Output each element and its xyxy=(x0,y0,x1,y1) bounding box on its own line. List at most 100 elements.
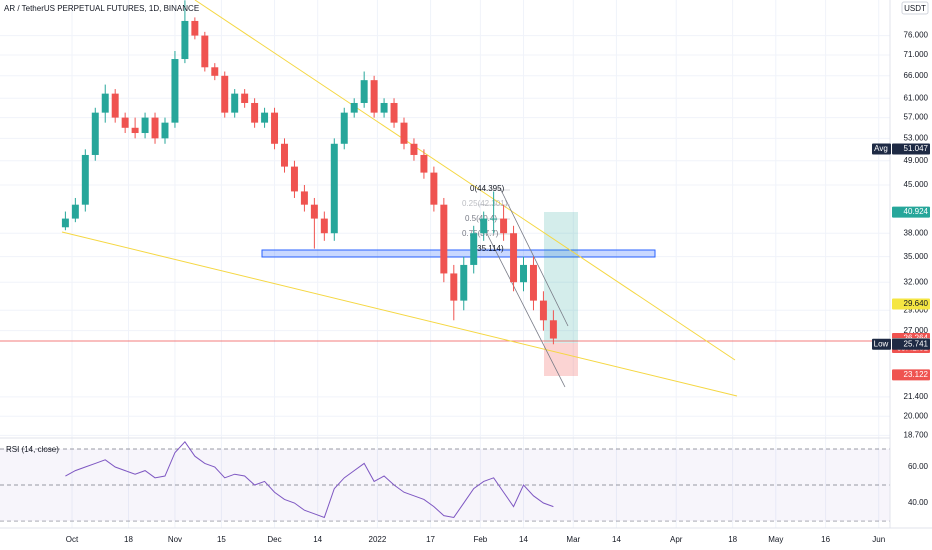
price-badge-label: 25.741 xyxy=(904,339,929,348)
target-zone xyxy=(544,212,578,343)
axes: 76.000 71.000 66.000 61.000 57.000 53.000 49.0… xyxy=(66,31,930,544)
candle-body xyxy=(231,93,239,113)
x-tick-label: Mar xyxy=(566,535,580,544)
y-tick-label: 57.000 xyxy=(904,113,929,122)
chart-title: AR / TetherUS PERPETUAL FUTURES, 1D, BIN… xyxy=(4,4,199,13)
y-tick-label: 21.400 xyxy=(904,392,929,401)
y-tick-label: 29.000 xyxy=(904,305,929,314)
y-tick-label: 35.000 xyxy=(904,252,929,261)
candle-body xyxy=(470,233,478,265)
candle-body xyxy=(440,204,448,274)
x-tick-label: 16 xyxy=(821,535,830,544)
y-tick-label: 49.000 xyxy=(904,156,929,165)
candle-body xyxy=(241,93,249,103)
price-axis xyxy=(890,0,932,550)
candle-body xyxy=(520,264,527,283)
fib-label: 0(44.395) xyxy=(470,184,505,193)
candle-body xyxy=(281,143,288,167)
candle-body xyxy=(131,127,139,134)
candle-body xyxy=(121,117,129,128)
candle-body xyxy=(380,102,388,113)
x-tick-label: 14 xyxy=(313,535,322,544)
x-tick-label: Feb xyxy=(473,535,487,544)
candle-body xyxy=(510,233,518,283)
candle-body xyxy=(390,102,398,123)
x-tick-label: Dec xyxy=(267,535,281,544)
candle-body xyxy=(529,264,537,301)
rsi-tick-label: 60.00 xyxy=(908,462,929,471)
currency-badge[interactable] xyxy=(901,1,929,15)
y-tick-label: 18.700 xyxy=(904,430,929,439)
candle-body xyxy=(201,35,209,68)
candle-body xyxy=(211,67,219,76)
price-badge-tag xyxy=(872,143,891,155)
candle-body xyxy=(549,320,557,339)
y-tick-label: 20.000 xyxy=(904,411,929,420)
candle-body xyxy=(370,80,378,113)
price-badge-tag-label: Low xyxy=(874,339,889,348)
candle-body xyxy=(151,117,159,139)
price-badge-label: 29.640 xyxy=(904,299,929,308)
currency: USDT xyxy=(904,4,926,13)
price-badge-label: 40.924 xyxy=(904,207,929,216)
x-tick-label: 18 xyxy=(728,535,737,544)
candle-body xyxy=(420,154,428,173)
candle-body xyxy=(71,204,79,219)
candle-body xyxy=(340,112,348,144)
x-tick-label: 15 xyxy=(217,535,226,544)
price-badge xyxy=(892,143,930,155)
candle-body xyxy=(101,93,109,113)
channel-line xyxy=(479,219,566,388)
candle-body xyxy=(430,172,438,205)
price-badge-tag xyxy=(872,338,891,350)
candle-body xyxy=(181,20,189,60)
candle-body xyxy=(161,122,169,139)
fib-label: 0.75(37.7) xyxy=(462,229,499,238)
candle-body xyxy=(81,154,89,205)
candle-body xyxy=(490,218,498,220)
candle-body xyxy=(91,112,99,155)
candle-body xyxy=(251,102,259,123)
x-tick-label: Jun xyxy=(872,535,885,544)
candles xyxy=(61,0,557,345)
trend-line xyxy=(194,0,736,361)
fib-label: 0.25(42.301) xyxy=(462,199,508,208)
y-tick-label: 32.000 xyxy=(904,277,929,286)
rsi-pane xyxy=(0,441,890,522)
candle-body xyxy=(460,264,468,301)
trend-line xyxy=(61,231,738,397)
price-badge-label: 23.122 xyxy=(904,370,929,379)
candle-body xyxy=(111,93,119,118)
candle-body xyxy=(310,204,318,219)
candle-body xyxy=(171,59,179,123)
support-zone xyxy=(261,249,656,258)
candle-body xyxy=(300,191,308,205)
candle-body xyxy=(290,166,298,192)
rsi-tick-label: 40.00 xyxy=(908,498,929,507)
rsi-title: RSI (14, close) xyxy=(6,445,59,454)
candle-body xyxy=(261,112,269,123)
candle-body xyxy=(450,273,458,301)
price-badge-tag-label: Avg xyxy=(874,144,888,153)
y-tick-label: 53.000 xyxy=(904,133,929,142)
candle-body xyxy=(271,112,279,144)
candle-body xyxy=(410,143,418,155)
y-tick-label: 71.000 xyxy=(904,50,929,59)
candle-body xyxy=(191,20,199,36)
stop-zone xyxy=(544,343,578,376)
candle-body xyxy=(480,218,488,234)
y-tick-label: 38.000 xyxy=(904,228,929,237)
x-tick-label: 14 xyxy=(519,535,528,544)
candle-body xyxy=(320,218,328,234)
candle-body xyxy=(400,122,408,144)
x-tick-label: May xyxy=(768,535,783,544)
x-tick-label: 2022 xyxy=(369,535,387,544)
candle-body xyxy=(350,102,358,113)
candle-body xyxy=(61,218,69,228)
x-tick-label: 17 xyxy=(426,535,435,544)
x-tick-label: Apr xyxy=(670,535,683,544)
candle-body xyxy=(539,300,547,321)
x-tick-label: Nov xyxy=(168,535,182,544)
rsi-line xyxy=(65,441,554,519)
